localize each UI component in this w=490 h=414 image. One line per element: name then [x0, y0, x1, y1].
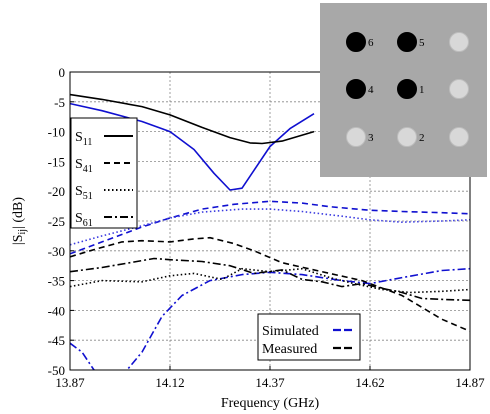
port-label: 4 — [368, 84, 374, 96]
y-tick-label: -15 — [48, 154, 65, 169]
x-tick-label: 14.62 — [355, 375, 384, 390]
y-tick-label: -10 — [48, 125, 65, 140]
x-tick-label: 14.37 — [255, 375, 285, 390]
port-circle — [449, 127, 469, 147]
port-circle — [449, 32, 469, 52]
series-line: S41 Simulated — [70, 200, 470, 255]
axis-ticks: 13.87 14.12 14.37 14.62 14.87 0 -5 -10 -15 -20 -25… — [48, 65, 485, 390]
series-line: S61 Simulated — [70, 267, 470, 370]
series-line: S61 Measured — [70, 257, 470, 302]
legend-source-label: Simulated — [262, 324, 319, 339]
series-group: S11 SimulatedS11 MeasuredS41 SimulatedS5… — [70, 93, 470, 370]
y-axis-label-main: |S — [11, 234, 26, 245]
port-circle — [397, 127, 417, 147]
port-circle — [397, 32, 417, 52]
legend-source-box — [257, 313, 361, 361]
series-line: S11 Measured — [70, 93, 315, 145]
y-tick-label: -20 — [48, 184, 65, 199]
port-circle — [346, 79, 366, 99]
port-label: 5 — [419, 37, 425, 49]
series-line: S51 Measured — [70, 267, 470, 294]
port-circle — [346, 32, 366, 52]
legend-source-label: Measured — [262, 342, 317, 357]
y-tick-label: -30 — [48, 244, 65, 259]
y-axis-label: |Sij| (dB) — [11, 197, 28, 245]
y-tick-label: 0 — [59, 65, 66, 80]
y-axis-label-sub: ij — [17, 229, 28, 235]
y-tick-label: -5 — [54, 95, 65, 110]
y-tick-label: -50 — [48, 363, 65, 378]
y-tick-label: -25 — [48, 214, 65, 229]
port-label: 1 — [419, 84, 425, 96]
y-tick-label: -35 — [48, 274, 65, 289]
port-layout-inset: 6 5 4 1 3 2 — [320, 3, 487, 177]
y-tick-label: -45 — [48, 333, 65, 348]
port-label: 6 — [368, 37, 374, 49]
legend-source: Simulated Measured — [257, 313, 361, 361]
y-axis-label-rest: | (dB) — [11, 197, 26, 229]
series-line: S51 Simulated — [70, 208, 470, 246]
y-tick-label: -40 — [48, 303, 65, 318]
x-tick-label: 14.87 — [455, 375, 485, 390]
series-line: S41 Measured — [70, 236, 470, 333]
port-label: 2 — [419, 132, 425, 144]
port-label: 3 — [368, 132, 374, 144]
port-circle — [346, 127, 366, 147]
port-circle — [397, 79, 417, 99]
x-tick-label: 13.87 — [55, 375, 85, 390]
x-tick-label: 14.12 — [155, 375, 184, 390]
x-axis-label: Frequency (GHz) — [221, 396, 320, 411]
port-circle — [449, 79, 469, 99]
